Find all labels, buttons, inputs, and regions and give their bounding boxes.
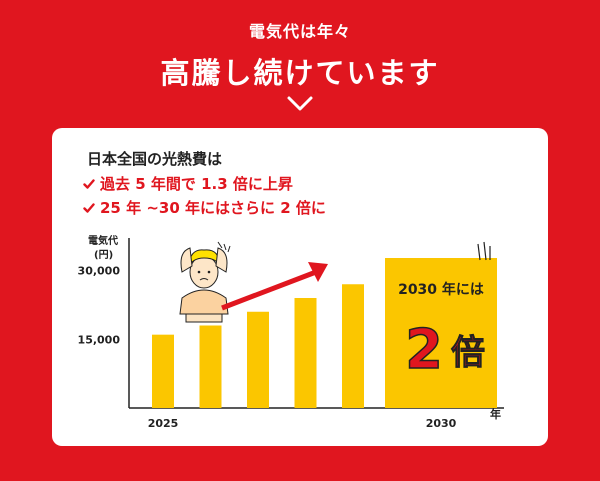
bar (342, 284, 364, 408)
point-item: 過去 5 年間で 1.3 倍に上昇 (83, 173, 293, 194)
y-tick-label: 30,000 (78, 265, 121, 278)
callout-big-number: 2 (405, 318, 443, 381)
card-title: 日本全国の光熱費は (87, 150, 223, 168)
x-tick-label: 2025 (148, 417, 179, 430)
bar (199, 325, 222, 408)
callout-2030: 2030 年には 2 倍 (385, 241, 497, 408)
callout-top-text: 2030 年には (398, 281, 484, 298)
y-tick-label: 15,000 (78, 333, 121, 346)
info-card: 日本全国の光熱費は 過去 5 年間で 1.3 倍に上昇 25 年 ~30 年には… (52, 128, 548, 446)
y-axis-unit: (円) (94, 249, 113, 261)
chevron-down-icon (287, 96, 313, 111)
header-title: 高騰し続けています (160, 56, 440, 90)
bar (152, 334, 174, 408)
point-text: 過去 5 年間で 1.3 倍に上昇 (100, 175, 293, 193)
checkmark-icon (83, 178, 95, 189)
header-subtitle: 電気代は年々 (248, 22, 351, 41)
x-tick-label: 2030 (426, 417, 457, 430)
bar-chart: 電気代 (円) 年 15,000 30,000 2025 2030 (78, 234, 504, 430)
checkmark-icon (83, 202, 95, 213)
bar (294, 298, 317, 408)
trend-arrow (221, 262, 328, 311)
bar (247, 311, 269, 408)
point-text: 25 年 ~30 年にはさらに 2 倍に (100, 199, 326, 217)
callout-big-unit: 倍 (451, 333, 485, 373)
y-axis-label: 電気代 (88, 234, 118, 247)
point-item: 25 年 ~30 年にはさらに 2 倍に (83, 197, 326, 218)
worried-person-illustration (179, 241, 231, 323)
x-axis-label: 年 (490, 407, 501, 421)
